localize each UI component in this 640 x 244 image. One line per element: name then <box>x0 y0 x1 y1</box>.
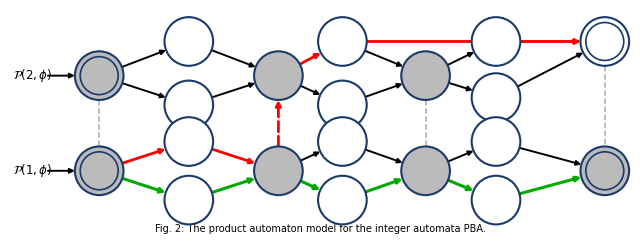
Text: $\mathcal{P}(1,\phi)$: $\mathcal{P}(1,\phi)$ <box>13 162 52 179</box>
Ellipse shape <box>254 146 303 195</box>
Ellipse shape <box>472 176 520 224</box>
Ellipse shape <box>318 17 367 66</box>
Text: $\mathcal{P}(2,\phi)$: $\mathcal{P}(2,\phi)$ <box>13 67 52 84</box>
Ellipse shape <box>164 117 213 166</box>
Ellipse shape <box>164 176 213 224</box>
Ellipse shape <box>75 146 124 195</box>
Ellipse shape <box>401 146 450 195</box>
Ellipse shape <box>580 17 629 66</box>
Ellipse shape <box>580 146 629 195</box>
Ellipse shape <box>318 176 367 224</box>
Ellipse shape <box>318 81 367 129</box>
Ellipse shape <box>472 73 520 122</box>
Ellipse shape <box>254 51 303 100</box>
Ellipse shape <box>472 17 520 66</box>
Ellipse shape <box>164 17 213 66</box>
Text: Fig. 2: The product automaton model for the integer automata PBA.: Fig. 2: The product automaton model for … <box>155 224 485 234</box>
Ellipse shape <box>164 81 213 129</box>
Ellipse shape <box>401 51 450 100</box>
Ellipse shape <box>75 51 124 100</box>
Ellipse shape <box>318 117 367 166</box>
Ellipse shape <box>472 117 520 166</box>
